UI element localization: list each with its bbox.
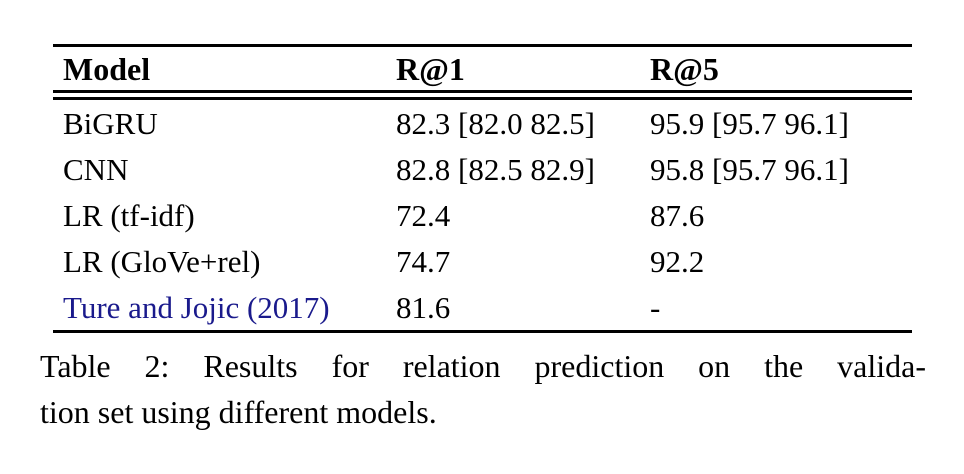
model-cell: LR (tf-idf) bbox=[63, 197, 195, 233]
table-row-ture-jojic: Ture and Jojic (2017) 81.6 - bbox=[53, 284, 912, 330]
results-table: Model R@1 R@5 BiGRU 82.3 [82.0 82.5] 95.… bbox=[53, 44, 912, 333]
caption-line-1: Table 2: Results for relation prediction… bbox=[40, 348, 926, 384]
r5-cell: 95.8 [95.7 96.1] bbox=[650, 151, 849, 187]
r5-cell: 92.2 bbox=[650, 243, 705, 279]
table-header-double-rule bbox=[53, 90, 912, 100]
table-row-lr-tfidf: LR (tf-idf) 72.4 87.6 bbox=[53, 192, 912, 238]
r5-cell: 87.6 bbox=[650, 197, 705, 233]
table-row-lr-glove: LR (GloVe+rel) 74.7 92.2 bbox=[53, 238, 912, 284]
table-row-bigru: BiGRU 82.3 [82.0 82.5] 95.9 [95.7 96.1] bbox=[53, 100, 912, 146]
r1-cell: 81.6 bbox=[396, 289, 451, 325]
r1-cell: 74.7 bbox=[396, 243, 451, 279]
r1-cell: 82.8 [82.5 82.9] bbox=[396, 151, 595, 187]
r1-cell: 72.4 bbox=[396, 197, 451, 233]
caption-line-2: tion set using different models. bbox=[40, 394, 437, 430]
table-bottom-rule bbox=[53, 330, 912, 333]
table-row-cnn: CNN 82.8 [82.5 82.9] 95.8 [95.7 96.1] bbox=[53, 146, 912, 192]
model-cell: CNN bbox=[63, 151, 129, 187]
r5-cell: - bbox=[650, 289, 661, 325]
citation-link-ture-jojic-2017[interactable]: Ture and Jojic (2017) bbox=[63, 289, 330, 325]
r5-cell: 95.9 [95.7 96.1] bbox=[650, 105, 849, 141]
table-header-row: Model R@1 R@5 bbox=[53, 47, 912, 90]
table-caption: Table 2: Results for relation prediction… bbox=[40, 343, 926, 435]
column-header-r5: R@5 bbox=[650, 50, 719, 87]
model-cell: BiGRU bbox=[63, 105, 158, 141]
model-cell: LR (GloVe+rel) bbox=[63, 243, 261, 279]
column-header-model: Model bbox=[63, 50, 151, 87]
r1-cell: 82.3 [82.0 82.5] bbox=[396, 105, 595, 141]
table-top-rule bbox=[53, 44, 912, 47]
model-cell: Ture and Jojic (2017) bbox=[53, 292, 396, 323]
column-header-r1: R@1 bbox=[396, 50, 465, 87]
